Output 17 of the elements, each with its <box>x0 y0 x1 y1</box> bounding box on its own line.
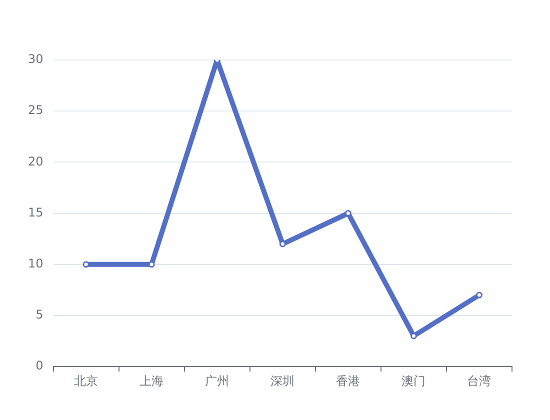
x-tick-label: 北京 <box>74 374 98 388</box>
y-tick-label: 15 <box>28 205 44 220</box>
x-tick-label: 深圳 <box>270 374 295 388</box>
y-tick-label: 30 <box>28 52 44 66</box>
y-tick-label: 0 <box>36 358 44 373</box>
y-tick-label: 5 <box>36 308 44 322</box>
point <box>476 292 482 298</box>
x-tick-label: 上海 <box>140 374 164 388</box>
x-tick-label: 广州 <box>205 374 230 388</box>
y-tick-label: 25 <box>28 103 44 118</box>
x-tick-label: 香港 <box>336 374 360 388</box>
point <box>82 261 90 268</box>
point <box>148 261 155 268</box>
x-tick-label: 澳门 <box>402 374 426 388</box>
x-tick-label: 台湾 <box>467 374 492 388</box>
y-tick-label: 20 <box>28 154 44 168</box>
y-tick-label: 10 <box>28 256 44 271</box>
